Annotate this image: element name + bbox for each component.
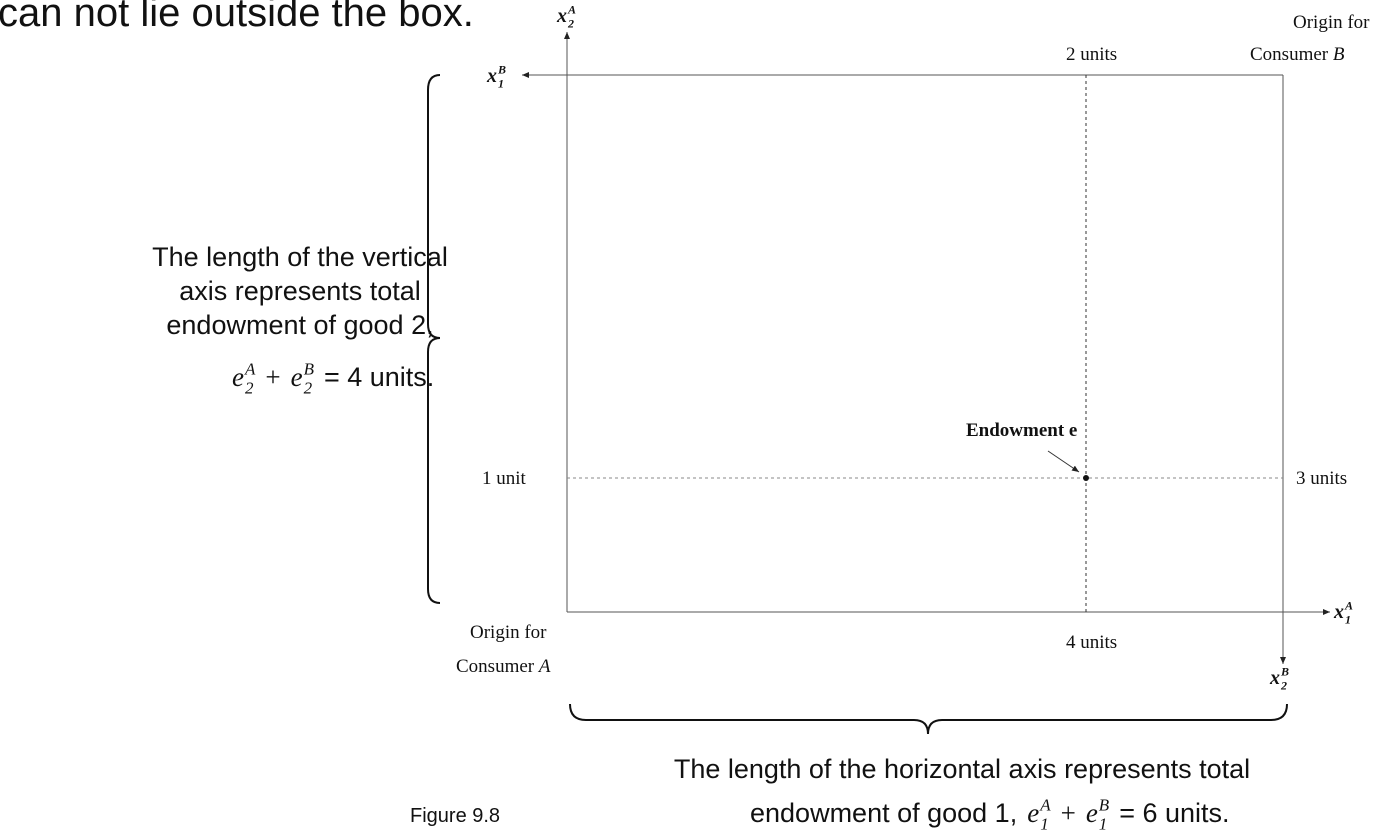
math-sub: 1 (1040, 815, 1049, 833)
origin-a-word: Consumer (456, 656, 535, 677)
math-base: x (1333, 601, 1344, 623)
math-base: e (291, 362, 303, 392)
math-sub: 2 (304, 379, 313, 398)
math-sub: 1 (1099, 815, 1108, 833)
math-base: e (232, 362, 244, 392)
bottom-units: 4 units (1066, 632, 1117, 653)
math-op: + (1061, 798, 1076, 828)
vertical-note-line: The length of the vertical (152, 242, 448, 272)
math-sup: B (1099, 796, 1110, 815)
math-base: x (486, 65, 497, 87)
math-base: e (1027, 798, 1039, 828)
origin-a-line2: Consumer A (456, 656, 551, 677)
math-sup: A (1039, 796, 1051, 815)
origin-b-line1: Origin for (1293, 12, 1370, 33)
math-base: x (556, 5, 567, 27)
math-sup: A (567, 3, 576, 17)
math-rhs: = 6 units. (1119, 798, 1229, 828)
horizontal-brace (569, 703, 1288, 735)
math-sub: 1 (498, 77, 504, 91)
math-sub: 2 (1280, 679, 1287, 693)
math-sup: B (304, 360, 315, 379)
math-base: e (1086, 798, 1098, 828)
heading: can not lie outside the box. (0, 0, 474, 35)
math-sup: B (497, 63, 506, 77)
endowment-pointer (1047, 450, 1080, 473)
math-sub: 2 (245, 379, 254, 398)
vertical-note-line: axis represents total (179, 276, 421, 306)
origin-a-letter: A (537, 656, 551, 677)
origin-b-word: Consumer (1250, 44, 1329, 65)
vertical-note-line: endowment of good 2, (166, 310, 433, 340)
math-op: + (265, 362, 280, 392)
math-base: x (1269, 667, 1280, 689)
math-sub: 2 (567, 17, 574, 31)
figure-label: Figure 9.8 (410, 805, 500, 827)
vertical-brace (427, 74, 441, 604)
endowment-label: Endowment e (966, 420, 1077, 441)
origin-b-line2: Consumer B (1250, 44, 1345, 65)
origin-b-letter: B (1333, 44, 1345, 65)
math-sup: B (1280, 665, 1289, 679)
endowment-point (1083, 475, 1089, 481)
origin-a-line1: Origin for (470, 622, 547, 643)
right-units: 3 units (1296, 468, 1347, 489)
math-sub: 1 (1345, 613, 1351, 627)
horizontal-note-line: The length of the horizontal axis repres… (674, 754, 1250, 784)
left-units: 1 unit (482, 468, 527, 489)
math-sup: A (244, 360, 256, 379)
horizontal-note-prefix: endowment of good 1, (750, 798, 1017, 828)
top-units: 2 units (1066, 44, 1117, 65)
math-sup: A (1344, 599, 1353, 613)
math-rhs: = 4 units. (324, 362, 434, 392)
